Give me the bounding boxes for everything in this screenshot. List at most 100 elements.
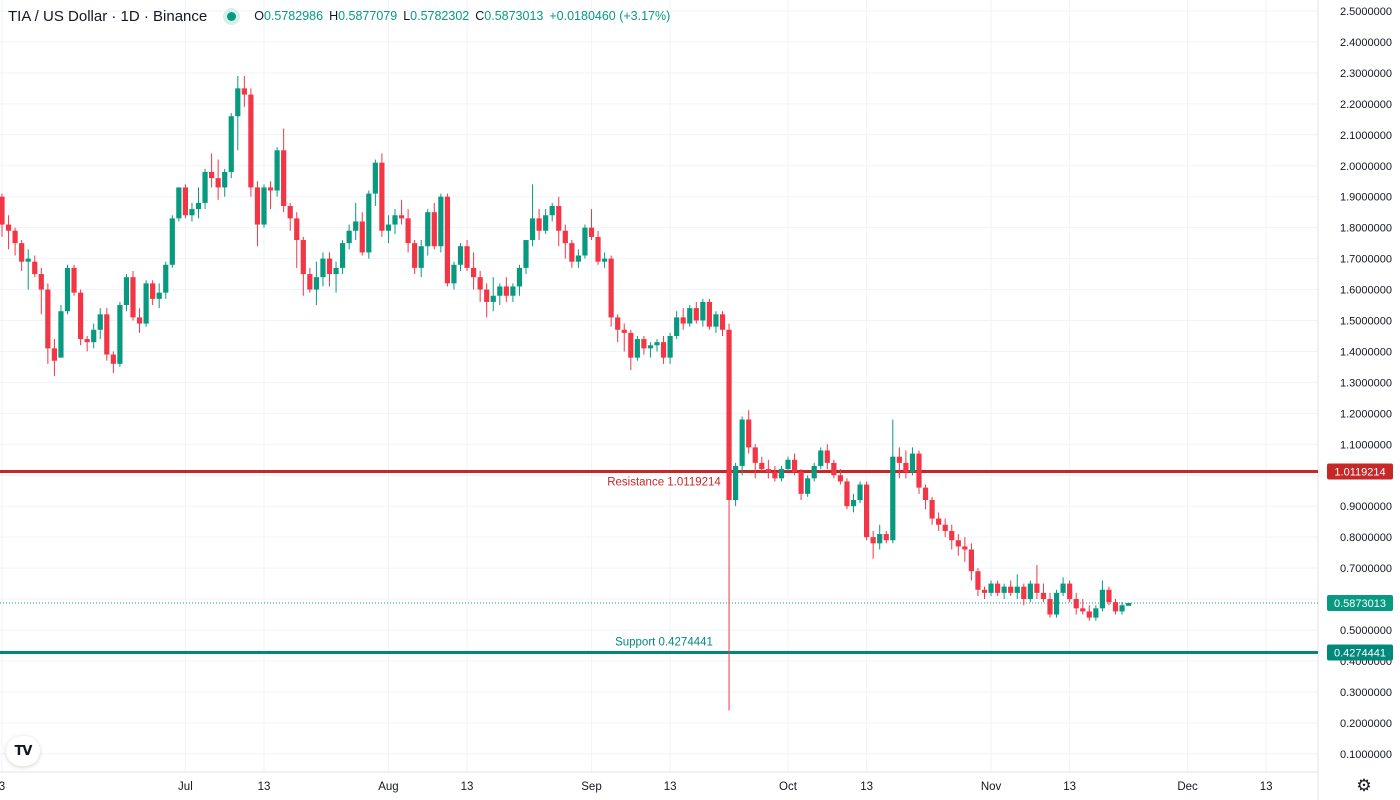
candle-body: [353, 221, 359, 231]
candle-body: [405, 218, 411, 244]
candle: [575, 249, 581, 268]
resistance-axis-tag-text: 1.0119214: [1334, 467, 1385, 479]
candle-body: [877, 534, 883, 544]
candle-body: [575, 255, 581, 262]
candle: [523, 240, 529, 275]
candle-body: [490, 295, 496, 302]
candle-body: [864, 484, 870, 538]
candle-body: [660, 342, 667, 358]
close-value: 0.5873013: [484, 9, 544, 23]
candle-body: [778, 469, 785, 479]
y-tick-label: 1.4000000: [1340, 346, 1392, 358]
candle-body: [634, 339, 640, 358]
candle-body: [25, 258, 31, 262]
candle-body: [713, 314, 719, 327]
candle: [45, 283, 51, 364]
candle-body: [536, 218, 542, 231]
candle-body: [1086, 611, 1092, 618]
candle: [1080, 599, 1086, 615]
tradingview-logo-icon[interactable]: TV: [6, 736, 40, 766]
candle: [929, 496, 935, 525]
y-tick-label: 1.7000000: [1340, 254, 1392, 266]
candle: [588, 209, 595, 241]
resistance-axis-tag-bg: [1327, 463, 1393, 480]
candle: [516, 264, 523, 296]
candle-body: [359, 221, 365, 253]
candle: [1053, 589, 1060, 618]
candle: [647, 342, 654, 358]
candle: [58, 305, 64, 358]
candle-body: [189, 209, 195, 216]
close-key: C: [475, 9, 485, 23]
candle-body: [38, 274, 44, 290]
open-value: 0.5782986: [263, 9, 324, 23]
candle: [1008, 580, 1014, 596]
candle-body: [805, 478, 811, 494]
candle-body: [1053, 592, 1060, 615]
y-tick-label: 2.4000000: [1340, 37, 1392, 49]
y-tick-label: 1.9000000: [1340, 192, 1392, 204]
candle: [412, 240, 418, 275]
candle-body: [1021, 586, 1027, 600]
candle-body: [772, 472, 778, 479]
candle: [425, 209, 431, 256]
candle: [484, 283, 490, 318]
candle: [556, 196, 562, 247]
candle-body: [195, 202, 202, 210]
x-tick-label: 13: [461, 781, 474, 793]
candle: [687, 305, 693, 327]
candle-body: [1112, 602, 1119, 612]
x-tick-label: 13: [860, 781, 873, 793]
y-tick-label: 2.2000000: [1340, 99, 1392, 111]
candle-body: [549, 205, 555, 216]
candle: [883, 530, 889, 544]
candle: [418, 240, 424, 278]
candle: [110, 351, 116, 374]
candle-body: [313, 277, 319, 290]
market-status-icon: [227, 11, 237, 21]
candle-body: [890, 456, 896, 541]
candle: [850, 493, 857, 513]
candle: [805, 475, 811, 497]
candle: [202, 168, 208, 210]
candle-body: [602, 258, 608, 262]
y-tick-label: 0.2000000: [1340, 718, 1392, 730]
candle-body: [785, 459, 791, 470]
candle-body: [582, 227, 588, 256]
candle-body: [281, 150, 287, 206]
candle-body: [857, 484, 863, 501]
candle: [1060, 577, 1066, 596]
candle: [169, 215, 175, 268]
candle-body: [326, 258, 333, 275]
candle: [1040, 583, 1047, 603]
candle-body: [241, 88, 247, 95]
symbol-title[interactable]: TIA / US Dollar · 1D · Binance: [8, 7, 208, 25]
candle-body: [222, 171, 228, 188]
candle: [942, 518, 948, 538]
candle-body: [202, 171, 208, 203]
candle-body: [209, 171, 215, 179]
candle: [490, 277, 496, 312]
candle-body: [19, 243, 25, 262]
candle: [621, 323, 627, 352]
candle: [765, 459, 771, 479]
candle: [438, 193, 444, 253]
candle-body: [176, 187, 182, 219]
candle-body: [431, 212, 437, 247]
candle-body: [156, 292, 162, 299]
gear-icon[interactable]: ⚙: [1356, 776, 1372, 796]
candle-body: [739, 419, 745, 466]
candle-body: [628, 332, 634, 358]
candle: [261, 184, 267, 228]
candle-body: [968, 549, 974, 572]
candle: [778, 465, 785, 482]
candle: [975, 568, 981, 596]
candle: [392, 209, 398, 234]
candle: [700, 298, 706, 327]
candle: [320, 252, 326, 287]
candle: [405, 209, 411, 253]
candle: [71, 264, 77, 296]
candle: [739, 416, 745, 476]
candle: [156, 283, 162, 309]
